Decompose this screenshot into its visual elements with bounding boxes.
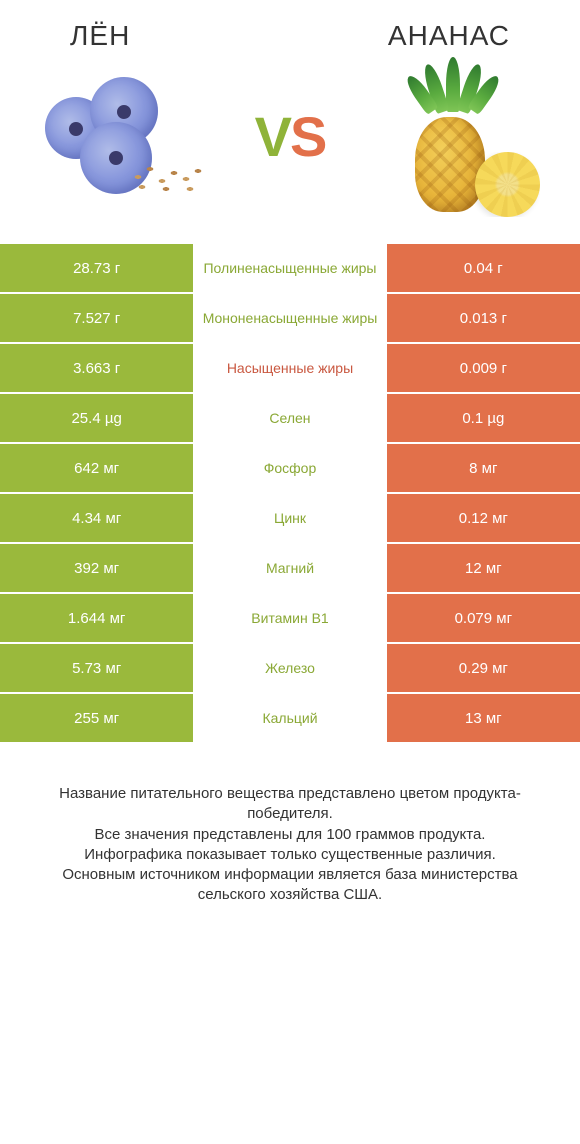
nutrient-label: Железо: [193, 644, 386, 692]
nutrient-label: Полиненасыщенные жиры: [193, 244, 386, 292]
right-value: 0.079 мг: [387, 594, 580, 642]
images-row: VS: [0, 62, 580, 242]
footer-line: Все значения представлены для 100 граммо…: [30, 825, 550, 845]
left-value: 3.663 г: [0, 344, 193, 392]
table-row: 255 мгКальций13 мг: [0, 694, 580, 744]
left-product-title: ЛЁН: [70, 20, 130, 52]
table-row: 7.527 гМононенасыщенные жиры0.013 г: [0, 294, 580, 344]
pineapple-image: [370, 57, 550, 217]
right-value: 0.29 мг: [387, 644, 580, 692]
header: ЛЁН АНАНАС: [0, 0, 580, 62]
left-value: 4.34 мг: [0, 494, 193, 542]
nutrient-label: Фосфор: [193, 444, 386, 492]
left-value: 642 мг: [0, 444, 193, 492]
table-row: 3.663 гНасыщенные жиры0.009 г: [0, 344, 580, 394]
nutrient-label: Мононенасыщенные жиры: [193, 294, 386, 342]
table-row: 5.73 мгЖелезо0.29 мг: [0, 644, 580, 694]
footer-line: Название питательного вещества представл…: [30, 784, 550, 825]
nutrient-label: Магний: [193, 544, 386, 592]
table-row: 4.34 мгЦинк0.12 мг: [0, 494, 580, 544]
right-value: 0.04 г: [387, 244, 580, 292]
nutrition-table: 28.73 гПолиненасыщенные жиры0.04 г7.527 …: [0, 242, 580, 744]
footer-line: Основным источником информации является …: [30, 865, 550, 906]
left-value: 28.73 г: [0, 244, 193, 292]
right-value: 0.009 г: [387, 344, 580, 392]
left-value: 7.527 г: [0, 294, 193, 342]
right-value: 13 мг: [387, 694, 580, 742]
footer-line: Инфографика показывает только существенн…: [30, 845, 550, 865]
left-value: 392 мг: [0, 544, 193, 592]
table-row: 392 мгМагний12 мг: [0, 544, 580, 594]
nutrient-label: Витамин B1: [193, 594, 386, 642]
right-value: 0.013 г: [387, 294, 580, 342]
footer-notes: Название питательного вещества представл…: [0, 744, 580, 906]
right-value: 8 мг: [387, 444, 580, 492]
table-row: 25.4 µgСелен0.1 µg: [0, 394, 580, 444]
flax-image: [30, 57, 210, 217]
nutrient-label: Насыщенные жиры: [193, 344, 386, 392]
left-value: 5.73 мг: [0, 644, 193, 692]
nutrient-label: Цинк: [193, 494, 386, 542]
right-value: 0.12 мг: [387, 494, 580, 542]
nutrient-label: Селен: [193, 394, 386, 442]
left-value: 255 мг: [0, 694, 193, 742]
nutrient-label: Кальций: [193, 694, 386, 742]
left-value: 1.644 мг: [0, 594, 193, 642]
table-row: 642 мгФосфор8 мг: [0, 444, 580, 494]
table-row: 1.644 мгВитамин B10.079 мг: [0, 594, 580, 644]
table-row: 28.73 гПолиненасыщенные жиры0.04 г: [0, 244, 580, 294]
left-value: 25.4 µg: [0, 394, 193, 442]
right-product-title: АНАНАС: [388, 20, 510, 52]
right-value: 0.1 µg: [387, 394, 580, 442]
vs-label: VS: [255, 109, 326, 165]
right-value: 12 мг: [387, 544, 580, 592]
